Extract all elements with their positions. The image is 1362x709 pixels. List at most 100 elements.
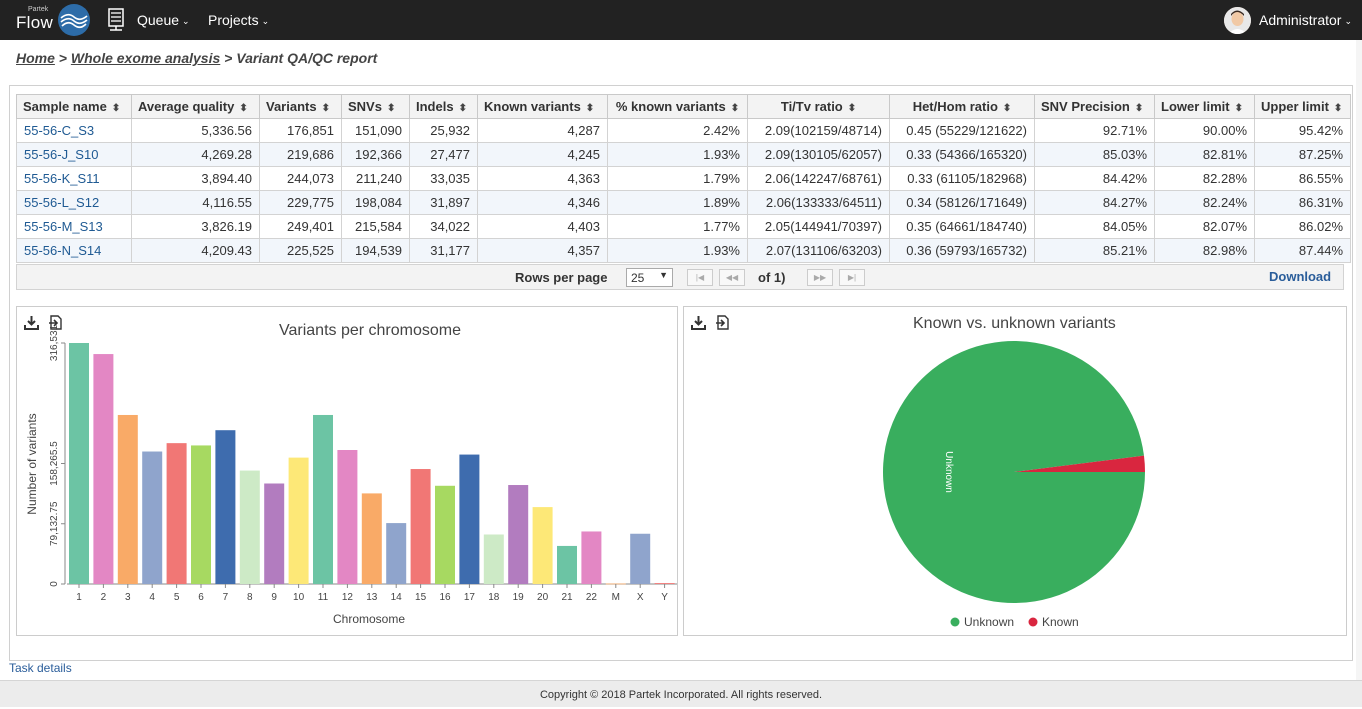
column-header[interactable]: Lower limit ⬍ (1154, 94, 1255, 119)
x-tick-label: Y (661, 592, 668, 603)
bar (313, 414, 333, 584)
next-page-button[interactable]: ▶▶ (807, 269, 833, 286)
legend-marker (950, 617, 960, 627)
page-scrollbar[interactable] (1356, 40, 1362, 680)
sort-icon[interactable]: ⬍ (1002, 103, 1012, 114)
last-page-button[interactable]: ▶| (839, 269, 865, 286)
column-header[interactable]: Indels ⬍ (409, 94, 478, 119)
bar (386, 523, 407, 584)
pie-chart-title: Known vs. unknown variants (913, 315, 1116, 332)
pie-slice-known (1014, 455, 1145, 472)
table-cell: 84.05% (1034, 214, 1155, 239)
task-details-link[interactable]: Task details (9, 661, 72, 675)
sort-icon[interactable]: ⬍ (1333, 103, 1343, 114)
first-page-button[interactable]: |◀ (687, 269, 713, 286)
sort-icon[interactable]: ⬍ (730, 103, 740, 114)
y-tick-label: 0 (49, 581, 60, 587)
qc-table: Sample name ⬍ Average quality ⬍ Variants ⬍ SNV… (16, 94, 1351, 263)
x-tick-label: 2 (101, 592, 107, 603)
app-logo[interactable]: Partek Flow (14, 4, 92, 36)
column-header[interactable]: Average quality ⬍ (131, 94, 260, 119)
table-cell: 92.71% (1034, 118, 1155, 143)
bar (508, 485, 529, 584)
bar-chart-title: Variants per chromosome (279, 322, 461, 339)
column-header[interactable]: SNV Precision ⬍ (1034, 94, 1155, 119)
sort-icon[interactable]: ⬍ (111, 103, 121, 114)
rows-per-page-select[interactable]: 25 ▼ (626, 268, 673, 287)
table-cell: 31,897 (409, 190, 478, 215)
table-cell: 87.25% (1254, 142, 1351, 167)
pie-slice-label: Unknown (943, 451, 954, 493)
x-tick-label: 8 (247, 592, 253, 603)
rows-per-page-label: Rows per page (515, 270, 608, 285)
column-header[interactable]: % known variants ⬍ (607, 94, 748, 119)
column-header[interactable]: Upper limit ⬍ (1254, 94, 1351, 119)
bar (581, 531, 602, 584)
table-row[interactable]: 55-56-L_S12 4,116.55 229,775 198,084 31,897 4… (16, 190, 1351, 215)
bar (93, 354, 114, 584)
column-header[interactable]: SNVs ⬍ (341, 94, 410, 119)
column-header-label: Variants (266, 99, 317, 114)
export-icon[interactable] (715, 315, 730, 330)
brand-small: Partek (28, 6, 49, 13)
projects-menu[interactable]: Projects ⌄ (208, 12, 269, 28)
column-header[interactable]: Het/Hom ratio ⬍ (889, 94, 1035, 119)
table-cell: 198,084 (341, 190, 410, 215)
table-cell: 33,035 (409, 166, 478, 191)
table-cell: 27,477 (409, 142, 478, 167)
table-cell: 82.24% (1154, 190, 1255, 215)
prev-page-button[interactable]: ◀◀ (719, 269, 745, 286)
table-cell: 0.33 (61105/182968) (889, 166, 1035, 191)
x-axis-label: Chromosome (333, 612, 405, 626)
table-cell: 4,403 (477, 214, 608, 239)
server-icon[interactable] (108, 8, 124, 32)
download-icon[interactable] (691, 315, 706, 330)
bar (69, 343, 89, 584)
breadcrumb-home[interactable]: Home (16, 50, 55, 66)
table-cell: 0.36 (59793/165732) (889, 238, 1035, 263)
sort-icon[interactable]: ⬍ (321, 103, 330, 114)
x-tick-label: 7 (223, 592, 229, 603)
table-cell: 31,177 (409, 238, 478, 263)
y-tick-label: 316,531 (49, 324, 60, 361)
copyright-text: Copyright © 2018 Partek Incorporated. Al… (539, 689, 823, 701)
sort-icon[interactable]: ⬍ (585, 103, 595, 114)
x-tick-label: 3 (125, 592, 131, 603)
sort-icon[interactable]: ⬍ (847, 103, 857, 114)
column-header[interactable]: Ti/Tv ratio ⬍ (747, 94, 890, 119)
sample-name-cell[interactable]: 55-56-C_S3 (16, 118, 132, 143)
bar (264, 483, 285, 584)
download-icon[interactable] (24, 315, 39, 330)
column-header[interactable]: Known variants ⬍ (477, 94, 608, 119)
sort-icon[interactable]: ⬍ (239, 103, 248, 114)
table-row[interactable]: 55-56-N_S14 4,209.43 225,525 194,539 31,177 4… (16, 238, 1351, 263)
export-icon[interactable] (48, 315, 63, 330)
table-row[interactable]: 55-56-C_S3 5,336.56 176,851 151,090 25,932 4,… (16, 118, 1351, 143)
column-header[interactable]: Variants ⬍ (259, 94, 342, 119)
table-row[interactable]: 55-56-K_S11 3,894.40 244,073 211,240 33,035 4… (16, 166, 1351, 191)
sample-name-cell[interactable]: 55-56-J_S10 (16, 142, 132, 167)
breadcrumb-current: Variant QA/QC report (236, 50, 378, 66)
sort-icon[interactable]: ⬍ (1134, 103, 1144, 114)
sort-icon[interactable]: ⬍ (458, 103, 467, 114)
download-link[interactable]: Download (1269, 269, 1332, 284)
column-header[interactable]: Sample name ⬍ (16, 94, 132, 119)
table-cell: 4,287 (477, 118, 608, 143)
sort-icon[interactable]: ⬍ (386, 103, 396, 114)
user-menu[interactable]: Administrator ⌄ (1259, 12, 1352, 28)
sample-name-cell[interactable]: 55-56-N_S14 (16, 238, 132, 263)
breadcrumb-project[interactable]: Whole exome analysis (70, 50, 221, 66)
pie-slice-unknown (883, 340, 1145, 603)
avatar[interactable] (1224, 7, 1251, 34)
sort-icon[interactable]: ⬍ (1234, 103, 1244, 114)
bar (459, 454, 480, 584)
table-row[interactable]: 55-56-M_S13 3,826.19 249,401 215,584 34,022 4… (16, 214, 1351, 239)
sample-name-cell[interactable]: 55-56-K_S11 (16, 166, 132, 191)
queue-menu[interactable]: Queue ⌄ (137, 12, 190, 28)
table-cell: 4,346 (477, 190, 608, 215)
sample-name-cell[interactable]: 55-56-M_S13 (16, 214, 132, 239)
sample-name-cell[interactable]: 55-56-L_S12 (16, 190, 132, 215)
table-row[interactable]: 55-56-J_S10 4,269.28 219,686 192,366 27,477 4… (16, 142, 1351, 167)
x-tick-label: 19 (513, 592, 525, 603)
dropdown-arrow-icon: ▼ (659, 270, 668, 280)
